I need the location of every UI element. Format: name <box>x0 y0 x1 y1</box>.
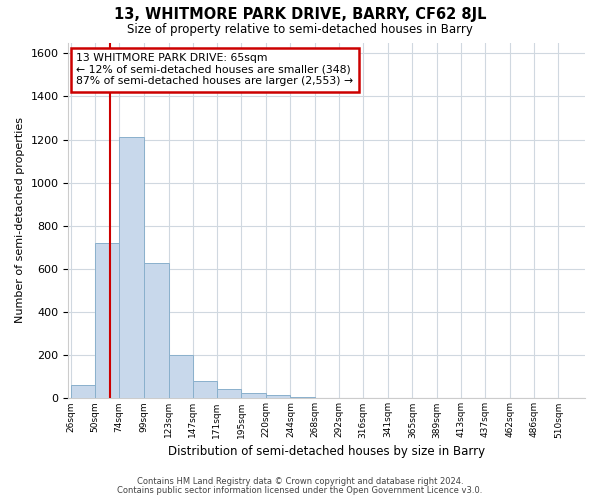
Bar <box>193 381 217 398</box>
Text: Contains public sector information licensed under the Open Government Licence v3: Contains public sector information licen… <box>118 486 482 495</box>
Bar <box>217 388 241 398</box>
Text: Contains HM Land Registry data © Crown copyright and database right 2024.: Contains HM Land Registry data © Crown c… <box>137 477 463 486</box>
Text: 13, WHITMORE PARK DRIVE, BARRY, CF62 8JL: 13, WHITMORE PARK DRIVE, BARRY, CF62 8JL <box>114 8 486 22</box>
Bar <box>266 395 290 398</box>
Bar <box>145 262 169 398</box>
X-axis label: Distribution of semi-detached houses by size in Barry: Distribution of semi-detached houses by … <box>168 444 485 458</box>
Y-axis label: Number of semi-detached properties: Number of semi-detached properties <box>15 118 25 324</box>
Text: Size of property relative to semi-detached houses in Barry: Size of property relative to semi-detach… <box>127 22 473 36</box>
Bar <box>119 138 145 398</box>
Bar <box>71 386 95 398</box>
Bar <box>169 356 193 399</box>
Text: 13 WHITMORE PARK DRIVE: 65sqm
← 12% of semi-detached houses are smaller (348)
87: 13 WHITMORE PARK DRIVE: 65sqm ← 12% of s… <box>76 53 353 86</box>
Bar <box>95 243 119 398</box>
Bar <box>241 393 266 398</box>
